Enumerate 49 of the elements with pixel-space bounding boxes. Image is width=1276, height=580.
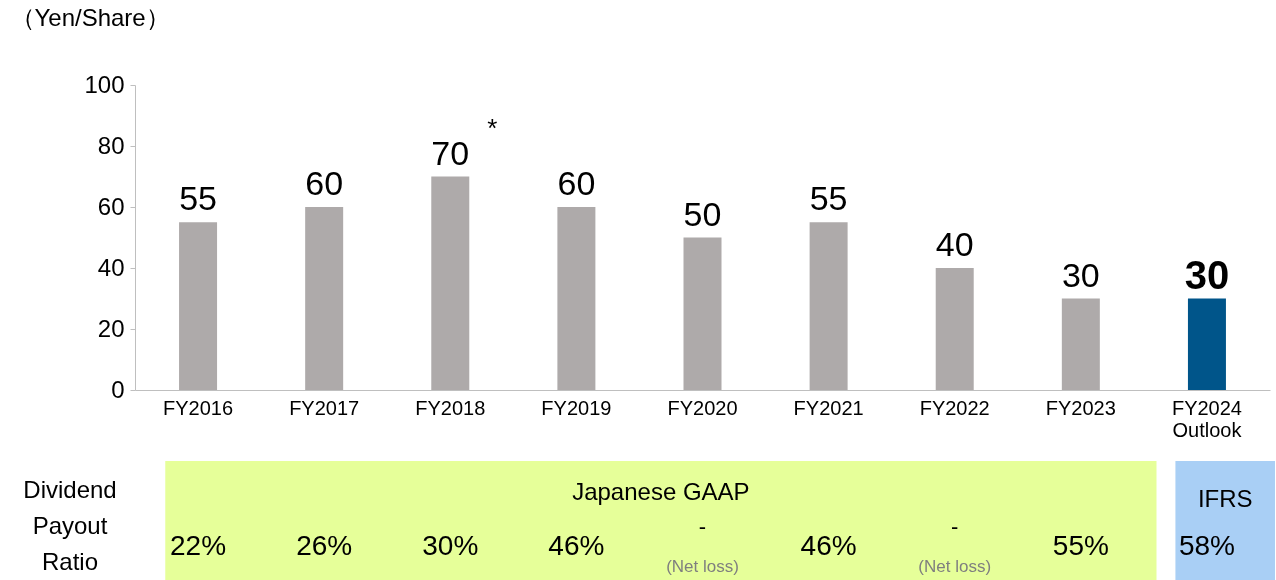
y-tick-label: 100: [84, 70, 125, 98]
bar: [1187, 298, 1226, 390]
x-tick-label: FY2021: [793, 396, 864, 419]
bar: [809, 222, 848, 390]
x-tick-label: FY2018: [415, 396, 486, 419]
data-label: 30: [1061, 255, 1100, 294]
x-tick-label: FY2017: [289, 396, 360, 419]
data-label: 60: [557, 164, 596, 202]
bar: [1061, 298, 1100, 390]
bar: [683, 237, 722, 390]
text: (Net loss): [666, 557, 739, 576]
text: 46%: [548, 530, 605, 561]
data-label: 70: [431, 133, 470, 172]
x-tick-label: FY2024 Outlook: [1171, 396, 1243, 441]
text: Dividend Payout Ratio: [23, 476, 117, 575]
y-tick-label: 40: [97, 253, 125, 281]
text: 22%: [170, 530, 227, 561]
data-label: 55: [179, 179, 217, 218]
data-label: 50: [683, 194, 722, 233]
text: 55%: [1052, 530, 1109, 561]
y-axis-title: （Yen/Share）: [10, 3, 170, 31]
text: -: [698, 514, 707, 539]
y-tick-label: 20: [97, 314, 125, 342]
bar: [557, 207, 596, 390]
text: 46%: [800, 530, 857, 561]
data-label: 55: [809, 179, 848, 218]
annotation: *: [487, 112, 498, 143]
data-label: 60: [305, 164, 344, 202]
x-tick-label: FY2023: [1045, 396, 1116, 419]
text: 58%: [1178, 530, 1235, 561]
text: Japanese GAAP: [572, 478, 750, 505]
x-tick-label: FY2022: [919, 396, 990, 419]
x-tick-label: FY2016: [163, 396, 234, 419]
bar: [179, 222, 218, 390]
text: -: [951, 514, 959, 539]
bar: [431, 176, 470, 390]
text: (Net loss): [918, 557, 992, 576]
y-tick-label: 80: [97, 131, 125, 159]
x-tick-label: FY2020: [667, 396, 738, 419]
bar: [305, 207, 344, 390]
x-tick-label: FY2019: [541, 396, 612, 419]
text: IFRS: [1197, 485, 1253, 512]
data-label: 30: [1184, 252, 1230, 297]
text: 26%: [296, 530, 353, 561]
bar: [935, 268, 974, 390]
y-tick-label: 60: [97, 192, 125, 220]
data-label: 40: [935, 225, 974, 263]
text: 30%: [422, 530, 479, 561]
y-tick-label: 0: [111, 375, 125, 403]
